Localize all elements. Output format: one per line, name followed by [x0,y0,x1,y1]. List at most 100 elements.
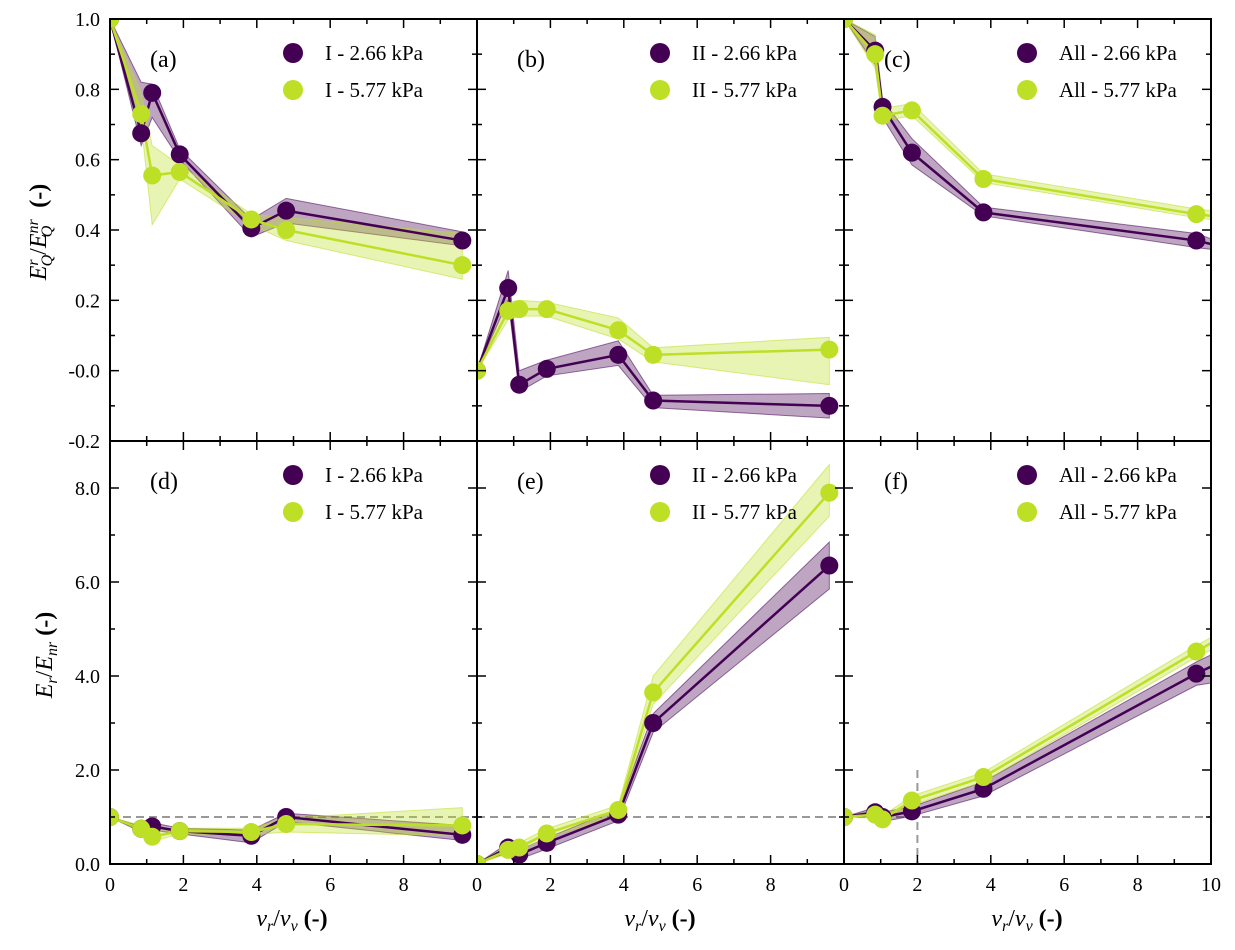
x-tick-label-0-1: 2 [178,874,188,896]
data-point-b-0-1 [499,279,518,298]
data-point-b-1-6 [820,340,839,359]
data-point-c-1-5 [1187,205,1206,224]
plot-area-d [110,807,477,846]
data-point-a-0-2 [143,83,162,102]
data-point-e-1-2 [510,838,529,857]
legend-label-b-1: II - 5.77 kPa [692,78,798,102]
data-point-e-0-6 [820,556,839,575]
data-point-a-0-3 [170,145,189,164]
x-tick-label-1-3: 6 [692,874,702,896]
panel-label-f: (f) [884,469,908,495]
data-point-e-1-6 [820,483,839,502]
panel-e: (e) II - 2.66 kPa II - 5.77 kPa [476,441,845,865]
panels-layer: (a) I - 2.66 kPa I - 5.77 kPa (b) II - 2.66 … [109,18,1212,865]
legend-label-c-1: All - 5.77 kPa [1059,78,1178,102]
legend-marker-a-1 [283,80,303,100]
x-tick-label-2-0: 0 [839,874,849,896]
legend-label-f-0: All - 2.66 kPa [1059,463,1178,487]
data-point-d-1-6 [453,816,472,835]
panel-c: (c) All - 2.66 kPa All - 5.77 kPa [843,18,1212,442]
legend-label-c-0: All - 2.66 kPa [1059,41,1178,65]
data-point-f-1-4 [974,768,993,787]
legend-marker-d-1 [283,502,303,522]
x-tick-label-2-3: 6 [1059,874,1069,896]
y-tick-label-bottom-3: 2.0 [75,760,100,782]
data-point-b-0-3 [537,359,556,378]
y-tick-label-top-3: 0.4 [75,220,100,242]
y-tick-label-top-0: 1.0 [75,9,100,31]
data-point-a-1-5 [277,221,296,239]
y-tick-label-bottom-0: 8.0 [75,478,100,500]
series-band-f-1 [844,636,1211,824]
data-point-f-0-5 [1187,664,1206,683]
x-tick-label-0-3: 6 [325,874,335,896]
frame-layer [109,18,1212,865]
panel-label-b: (b) [517,47,545,73]
data-point-f-1-5 [1187,642,1206,661]
legend-marker-b-1 [650,80,670,100]
data-point-d-1-4 [242,823,261,842]
legend-label-f-1: All - 5.77 kPa [1059,500,1178,524]
plot-area-e [477,463,844,864]
data-point-b-1-5 [644,345,663,364]
legend-marker-a-0 [283,43,303,63]
tick-labels: 1.00.80.60.40.2-0.0-0.28.06.04.02.00.00 2… [68,9,1221,896]
data-point-c-1-0 [844,19,853,28]
data-point-b-0-6 [820,396,839,415]
y-tick-label-top-4: 0.2 [75,290,100,312]
legend-marker-c-1 [1017,80,1037,100]
y-tick-label-bottom-1: 6.0 [75,572,100,594]
legend-label-a-1: I - 5.77 kPa [325,78,424,102]
x-tick-label-0-2: 4 [252,874,262,896]
data-point-c-0-5 [1187,231,1206,250]
legend-marker-b-0 [650,43,670,63]
data-point-a-0-1 [132,124,151,143]
legend-marker-e-1 [650,502,670,522]
x-axis-label-col2: vr/vv (-) [624,906,695,935]
data-point-a-1-3 [170,162,189,181]
data-point-c-0-3 [902,143,921,162]
x-tick-label-2-2: 4 [986,874,996,896]
series-band-e-1 [477,463,830,864]
y-tick-label-top-2: 0.6 [75,150,100,172]
panel-label-c: (c) [884,47,911,73]
data-point-b-0-4 [609,345,628,364]
data-point-a-1-4 [242,210,261,229]
panel-label-e: (e) [517,469,544,495]
data-point-b-1-2 [510,300,529,319]
data-point-d-1-5 [277,815,296,834]
y-axis-label-top: ErQ/EnrQ (-) [25,184,57,282]
x-tick-label-1-4: 8 [766,874,776,896]
plot-area-c [844,19,1211,250]
x-tick-label-0-0: 0 [105,874,115,896]
data-point-b-1-4 [609,321,628,340]
data-point-f-1-2 [873,810,892,829]
data-point-d-1-3 [170,822,189,841]
data-point-c-1-4 [974,170,993,189]
legend-marker-d-0 [283,465,303,485]
x-axis-label-col1: vr/vv (-) [256,906,327,935]
data-point-b-1-3 [537,300,556,319]
data-point-b-0-5 [644,391,663,410]
x-axis-label-col3: vr/vv (-) [991,906,1062,935]
legend-label-a-0: I - 2.66 kPa [325,41,424,65]
x-tick-label-2-4: 8 [1133,874,1143,896]
y-axis-label-bottom: Er/Enr (-) [32,612,61,699]
panel-label-a: (a) [150,47,177,73]
data-point-a-1-1 [132,104,151,123]
y-tick-label-top-1: 0.8 [75,79,100,101]
y-tick-label-bottom-2: 4.0 [75,666,100,688]
data-point-f-1-3 [902,791,921,810]
legend-label-d-1: I - 5.77 kPa [325,500,424,524]
data-point-e-1-3 [537,824,556,843]
legend-marker-f-0 [1017,465,1037,485]
data-point-a-1-6 [453,256,472,275]
legend-label-e-1: II - 5.77 kPa [692,500,798,524]
data-point-c-1-1 [866,45,885,64]
legend-label-d-0: I - 2.66 kPa [325,463,424,487]
panel-a: (a) I - 2.66 kPa I - 5.77 kPa [109,18,478,442]
data-point-a-1-2 [143,166,162,185]
plot-area-b [477,270,839,419]
x-tick-label-1-1: 2 [545,874,555,896]
